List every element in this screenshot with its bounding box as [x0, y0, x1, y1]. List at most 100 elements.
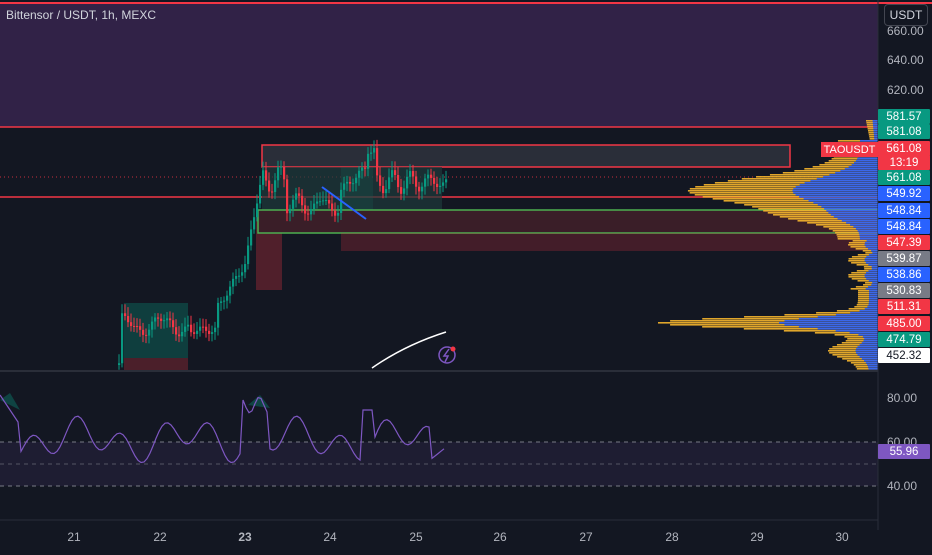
candle-body [214, 327, 217, 333]
price-tick: 640.00 [887, 53, 924, 67]
volume-profile-bar [850, 224, 878, 226]
volume-profile-bar [855, 228, 878, 230]
volume-profile-bar [851, 278, 878, 280]
volume-profile-bar [814, 332, 878, 334]
volume-profile-bar [835, 172, 878, 174]
arrow-drawing[interactable] [371, 331, 447, 369]
volume-profile-bar [846, 222, 878, 224]
volume-profile-bar [817, 204, 878, 206]
volume-profile-bar [799, 184, 878, 186]
candle-body [157, 317, 160, 319]
candle-body [280, 166, 283, 168]
volume-profile-bar [868, 254, 878, 256]
volume-profile-bar [867, 128, 878, 130]
price-tag: 561.08 [878, 141, 930, 156]
time-tick: 27 [579, 530, 593, 544]
volume-profile-bar [795, 186, 878, 188]
candle-body [220, 301, 223, 303]
time-tick: 30 [835, 530, 849, 544]
candle-body [181, 331, 184, 337]
volume-profile-bar [868, 298, 878, 300]
volume-profile-bar [804, 182, 878, 184]
lower-red-zone [341, 233, 878, 251]
volume-profile-bar [868, 280, 878, 282]
volume-profile-bar [813, 202, 878, 204]
candle-body [337, 212, 340, 216]
volume-profile-bar [864, 274, 878, 276]
volume-profile-bar [837, 218, 878, 220]
volume-profile-bar [864, 360, 878, 362]
rsi-line [0, 394, 445, 464]
candle-body [187, 324, 190, 327]
candle-body [229, 286, 232, 296]
candle-body [334, 210, 337, 216]
volume-profile-bar [857, 300, 878, 302]
candle-body [289, 208, 292, 214]
volume-profile-bar [793, 188, 878, 190]
candle-body [385, 189, 388, 194]
candle-body [190, 324, 193, 333]
volume-profile-bar [712, 198, 878, 200]
candle-body [130, 322, 133, 326]
volume-profile-bar [823, 176, 878, 178]
mid-zone [262, 167, 442, 210]
volume-profile-bar [859, 140, 878, 142]
volume-profile-bar [856, 264, 878, 266]
volume-profile-bar [816, 312, 878, 314]
volume-profile-bar [862, 250, 878, 252]
volume-profile-bar [864, 308, 878, 310]
volume-profile-bar [702, 318, 878, 320]
volume-profile-bar [842, 358, 878, 360]
candle-body [412, 171, 415, 177]
candle-body [376, 148, 379, 176]
volume-profile-bar [835, 330, 878, 332]
volume-profile-bar [744, 316, 878, 318]
volume-profile-bar [687, 190, 878, 192]
volume-profile-bar [866, 240, 878, 242]
volume-profile-bar [871, 268, 878, 270]
candle-body [433, 177, 436, 184]
candle-body [445, 179, 448, 183]
volume-profile-bar [852, 240, 878, 242]
candle-body [352, 183, 355, 185]
time-tick: 25 [409, 530, 423, 544]
volume-profile-bar [848, 276, 878, 278]
volume-profile-bar [859, 310, 878, 312]
volume-profile-bar [817, 316, 878, 318]
volume-profile-bar [863, 284, 878, 286]
trendline-drawing[interactable] [321, 186, 367, 220]
volume-profile-bar [867, 126, 878, 128]
candle-body [223, 300, 226, 302]
candle-body [241, 272, 244, 276]
time-tick: 28 [665, 530, 679, 544]
volume-profile-bar [853, 364, 878, 366]
currency-button[interactable]: USDT [884, 4, 928, 26]
candle-body [265, 170, 268, 181]
volume-profile-bar [866, 124, 878, 126]
candle-body [253, 217, 256, 230]
volume-profile-bar [868, 286, 878, 288]
candle-body [292, 199, 295, 209]
volume-profile-bar [695, 186, 878, 188]
candle-body [283, 166, 286, 180]
volume-profile-bar [828, 160, 878, 162]
volume-profile-bar [828, 212, 878, 214]
candle-body [424, 178, 427, 187]
volume-profile-bar [819, 164, 878, 166]
volume-profile-bar [868, 134, 878, 136]
volume-profile-bar [866, 278, 878, 280]
volume-profile-bar [865, 282, 878, 284]
price-tag: 581.57 [878, 109, 930, 124]
volume-profile-bar [851, 272, 878, 274]
candle-body [397, 175, 400, 188]
lightning-icon[interactable] [438, 346, 456, 364]
price-tag: 581.08 [878, 124, 930, 139]
volume-profile-bar [823, 226, 878, 228]
volume-profile-bar [846, 360, 878, 362]
volume-profile-bar [817, 328, 878, 330]
volume-profile-bar [848, 242, 878, 244]
volume-profile-bar [714, 182, 878, 184]
volume-profile-bar [863, 266, 878, 268]
